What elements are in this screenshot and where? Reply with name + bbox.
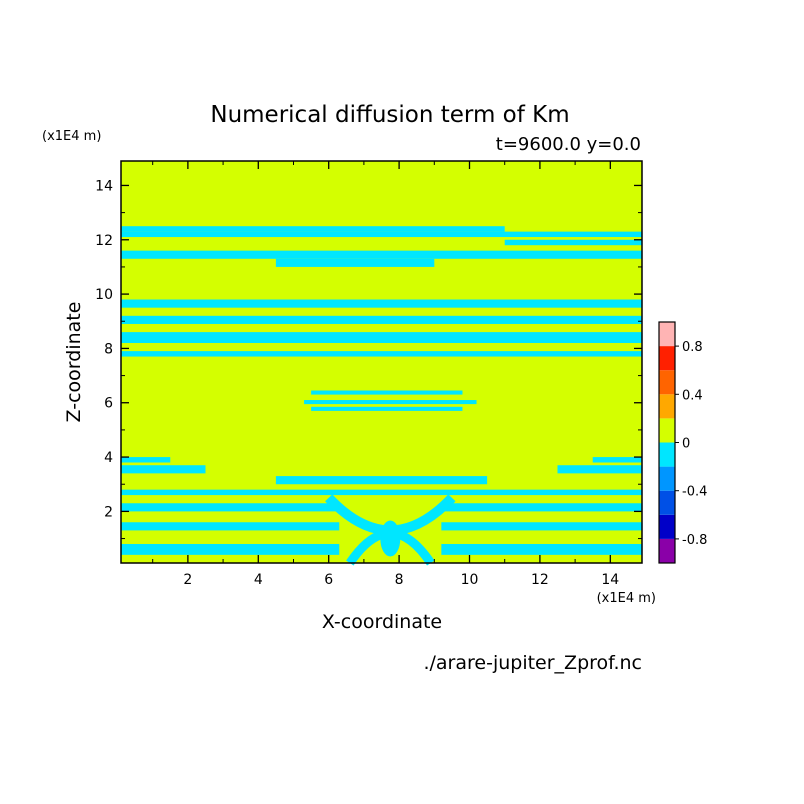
negative-band-7 [121, 299, 642, 308]
partial-band-1 [504, 239, 642, 246]
partial-band-10 [592, 457, 642, 463]
partial-band-6 [121, 465, 206, 474]
negative-band-6 [121, 315, 642, 324]
colorbar-tick-label: 0 [682, 437, 690, 452]
y-axis-label: Z-coordinate [63, 302, 85, 423]
colorbar: -0.8 -0.4 0 0.4 0.8 [658, 321, 707, 564]
x-unit-label: (x1E4 m) [597, 591, 656, 606]
partial-band-3 [311, 390, 463, 395]
y-tick-label: 14 [95, 178, 113, 194]
colorbar-swatch-5 [659, 418, 675, 443]
y-tick-label: 12 [95, 233, 113, 249]
y-tick-label: 10 [95, 287, 113, 303]
negative-band-8 [121, 250, 642, 259]
chart-title: Numerical diffusion term of Km [210, 102, 569, 128]
colorbar-swatch-0 [659, 538, 675, 563]
source-file-label: ./arare-jupiter_Zprof.nc [423, 652, 642, 674]
partial-band-0 [121, 226, 505, 232]
y-tick-label: 8 [104, 341, 113, 357]
x-tick-label: 4 [254, 572, 263, 588]
axes: 2 4 6 8 10 12 14 2 4 6 8 10 12 14 [95, 160, 643, 588]
chart-subtitle: t=9600.0 y=0.0 [496, 134, 641, 155]
x-axis-label: X-coordinate [322, 611, 442, 633]
negative-band-4 [121, 351, 642, 357]
colorbar-swatch-8 [659, 346, 675, 371]
x-tick-label: 10 [461, 572, 479, 588]
y-tick-label: 6 [104, 396, 113, 412]
colorbar-swatch-1 [659, 514, 675, 539]
plot-frame [120, 160, 643, 564]
colorbar-swatch-6 [659, 394, 675, 419]
center-core [380, 520, 401, 557]
x-tick-label: 12 [531, 572, 549, 588]
x-tick-label: 14 [601, 572, 619, 588]
colorbar-tick-label: -0.8 [682, 533, 707, 548]
colorbar-swatch-9 [659, 322, 675, 347]
x-tick-label: 6 [324, 572, 333, 588]
partial-band-5 [311, 406, 463, 411]
x-tick-label: 2 [183, 572, 192, 588]
colorbar-tick-label: 0.8 [682, 340, 703, 355]
y-tick-label: 2 [104, 504, 113, 520]
y-tick-label: 4 [104, 450, 113, 466]
partial-band-8 [275, 476, 488, 485]
colorbar-swatch-2 [659, 490, 675, 515]
negative-band-9 [121, 231, 642, 238]
y-unit-label: (x1E4 m) [42, 129, 101, 144]
colorbar-swatch-3 [659, 466, 675, 491]
plot-area [121, 161, 642, 566]
partial-band-7 [557, 465, 642, 474]
partial-band-4 [304, 400, 477, 405]
negative-band-3 [121, 489, 642, 496]
partial-band-2 [275, 258, 435, 267]
colorbar-tick-label: -0.4 [682, 485, 707, 500]
negative-band-5 [121, 332, 642, 343]
colorbar-swatch-7 [659, 370, 675, 395]
x-tick-label: 8 [395, 572, 404, 588]
colorbar-tick-label: 0.4 [682, 388, 703, 403]
colorbar-swatch-4 [659, 442, 675, 467]
partial-band-9 [121, 457, 171, 463]
